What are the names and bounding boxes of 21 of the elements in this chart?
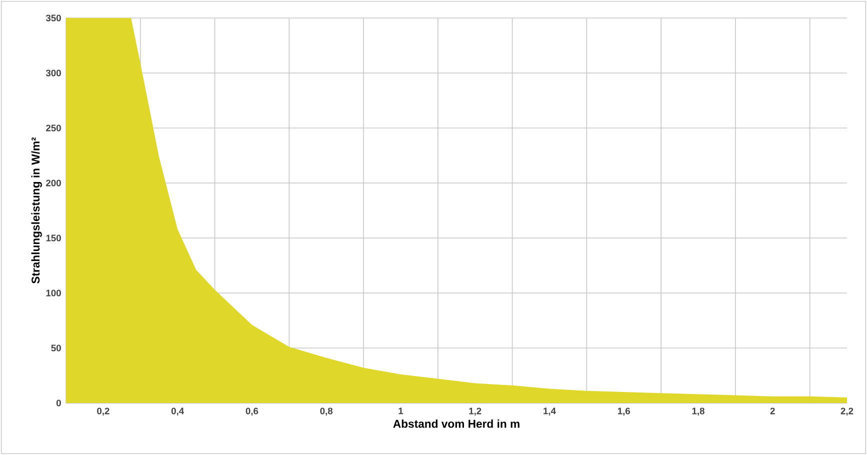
- y-tick-label: 100: [46, 290, 61, 296]
- x-tick-label: 1,8: [692, 408, 704, 416]
- y-axis-title: Strahlungsleistung in W/m²: [31, 137, 42, 284]
- y-tick-label: 250: [46, 124, 61, 132]
- x-tick-label: 0,8: [320, 408, 333, 416]
- x-tick-label: 0,4: [171, 408, 184, 416]
- x-tick-label: 0,2: [97, 408, 110, 416]
- x-tick-label: 0,6: [246, 408, 258, 416]
- y-tick-label: 300: [46, 70, 61, 76]
- y-tick-label: 0: [56, 400, 61, 406]
- x-tick-label: 1,6: [618, 408, 630, 416]
- x-tick-label: 1: [398, 408, 404, 414]
- y-tick-label: 200: [46, 180, 61, 186]
- y-tick-label: 50: [51, 344, 61, 352]
- x-tick-label: 2: [770, 408, 775, 414]
- x-axis-title: Abstand vom Herd in m: [393, 419, 520, 428]
- x-tick-label: 1,4: [544, 408, 556, 416]
- x-tick-label: 1,2: [469, 408, 482, 416]
- y-tick-label: 150: [46, 234, 61, 242]
- y-tick-label: 350: [46, 14, 61, 22]
- x-tick-label: 2,2: [840, 408, 854, 416]
